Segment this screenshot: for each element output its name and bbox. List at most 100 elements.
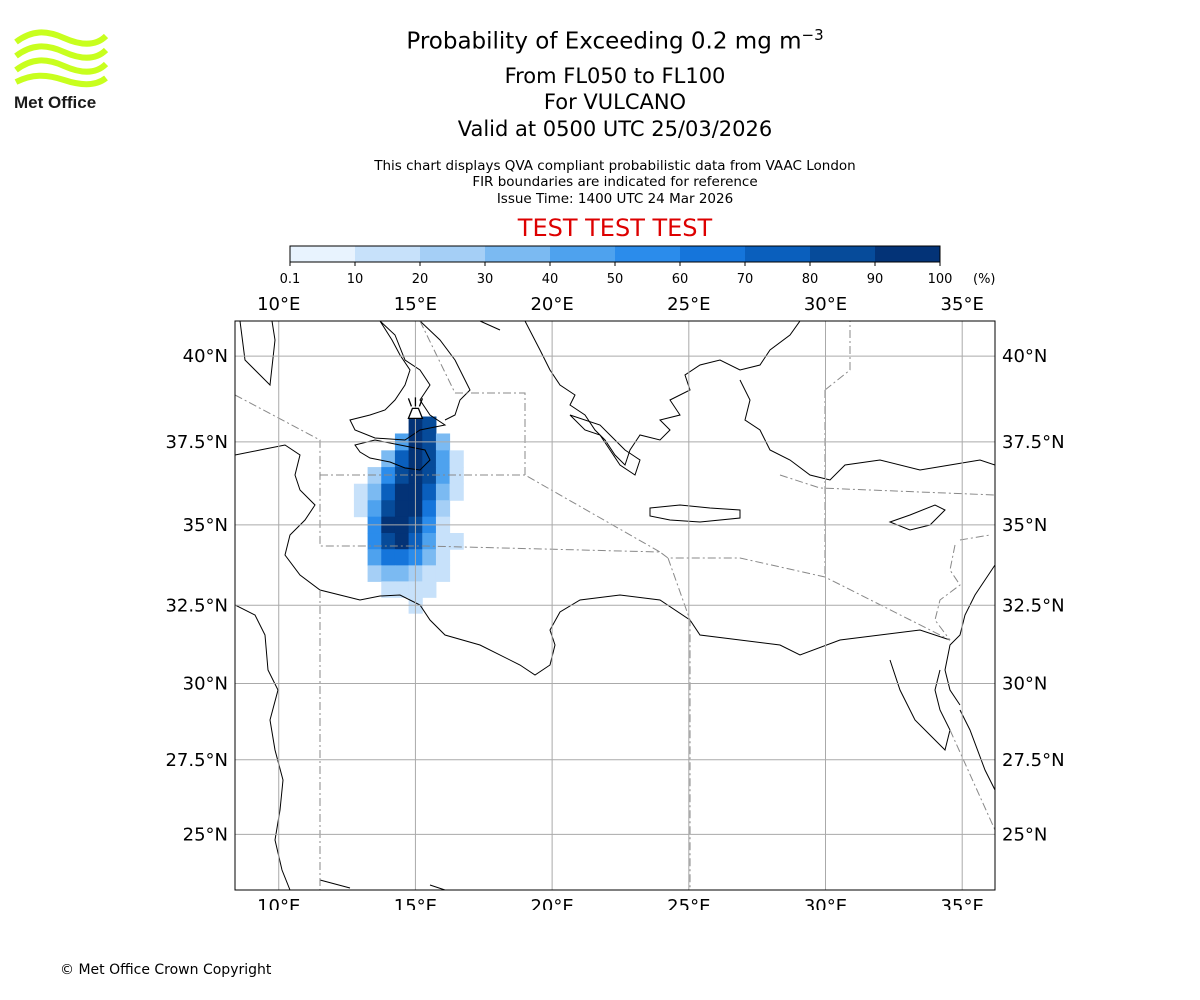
lat-label-left: 37.5°N	[165, 432, 228, 453]
plume-cell	[353, 500, 369, 518]
plume-cell	[435, 467, 451, 485]
note-line-1: This chart displays QVA compliant probab…	[374, 158, 856, 174]
colorbar-cell	[745, 246, 810, 262]
coast-tunisia	[235, 444, 951, 676]
lat-label-right: 32.5°N	[1002, 595, 1065, 616]
coast-italy	[239, 321, 501, 441]
colorbar: 0.1 10 20 30 40 50 60 70 80 90 100 (%)	[280, 245, 996, 287]
plume-cell	[422, 565, 437, 582]
colorbar-unit: (%)	[973, 272, 996, 287]
plume-cell	[394, 565, 410, 582]
fir-boundary-line	[949, 729, 995, 831]
lat-label-right: 30°N	[1002, 674, 1047, 695]
lon-label-top: 35°E	[941, 294, 984, 315]
lat-label-right: 25°N	[1002, 824, 1047, 845]
test-banner: TEST TEST TEST	[517, 214, 713, 242]
fir-boundary-line	[934, 534, 991, 641]
fir-boundary-line	[455, 392, 526, 475]
coast-south	[319, 879, 446, 890]
lat-label-left: 27.5°N	[165, 750, 228, 771]
fir-boundary-line	[419, 321, 456, 394]
plume-cell	[435, 483, 451, 501]
colorbar-cell	[485, 246, 550, 262]
plume-cell	[394, 467, 410, 485]
plume-cell	[422, 533, 437, 550]
note-line-3: Issue Time: 1400 UTC 24 Mar 2026	[496, 191, 734, 207]
colorbar-cell	[680, 246, 745, 262]
coast-sinai-red-sea	[889, 659, 995, 791]
plume-cell	[422, 581, 437, 598]
colorbar-cell	[420, 246, 485, 262]
lon-label-bottom: 35°E	[941, 896, 984, 910]
fir-boundary-line	[667, 557, 691, 890]
plume-cell	[367, 467, 382, 485]
lon-label-top: 25°E	[667, 294, 710, 315]
coast-crete	[649, 504, 741, 523]
colorbar-tick-label: 60	[672, 272, 689, 287]
lat-label-right: 37.5°N	[1002, 432, 1065, 453]
lon-label-top: 15°E	[394, 294, 437, 315]
plume-cell	[394, 500, 410, 518]
note-line-2: FIR boundaries are indicated for referen…	[472, 174, 758, 190]
lon-label-bottom: 10°E	[257, 896, 300, 910]
coast-egypt-west	[235, 604, 291, 890]
plume-cell	[435, 450, 451, 468]
plume-cell	[381, 483, 396, 501]
lon-label-top: 10°E	[257, 294, 300, 315]
plume-cell	[449, 483, 464, 501]
colorbar-tick-label: 100	[928, 272, 953, 287]
copyright-notice: © Met Office Crown Copyright	[60, 962, 272, 978]
volcano-name: For VULCANO	[543, 90, 687, 114]
lat-label-left: 40°N	[183, 346, 228, 367]
logo-text: Met Office	[14, 93, 96, 112]
colorbar-cell	[550, 246, 615, 262]
colorbar-tick-label: 0.1	[280, 272, 301, 287]
colorbar-tick-label: 90	[867, 272, 884, 287]
coast-sicily	[354, 439, 431, 471]
colorbar-tick-label: 10	[347, 272, 364, 287]
plume-cell	[449, 450, 464, 468]
plume-cell	[435, 549, 451, 566]
ash-probability-plume	[353, 416, 464, 614]
plume-cell	[394, 450, 410, 468]
colorbar-cell	[290, 246, 355, 262]
plume-cell	[394, 549, 410, 566]
plume-cell	[367, 533, 382, 550]
colorbar-tick-label: 20	[412, 272, 429, 287]
lat-label-left: 32.5°N	[165, 595, 228, 616]
title-text: Probability of Exceeding 0.2 mg m	[406, 28, 802, 55]
plume-cell	[422, 467, 437, 485]
coast-greece	[524, 321, 801, 466]
plume-cell	[381, 500, 396, 518]
lat-label-right: 40°N	[1002, 346, 1047, 367]
lon-label-top: 20°E	[530, 294, 573, 315]
coast-peloponnese	[569, 414, 641, 476]
plume-cell	[381, 549, 396, 566]
plume-cell	[435, 565, 451, 582]
lon-label-top: 30°E	[804, 294, 847, 315]
lon-label-bottom: 15°E	[394, 896, 437, 910]
lon-label-bottom: 20°E	[530, 896, 573, 910]
colorbar-cells	[289, 245, 941, 263]
graticule	[235, 321, 995, 890]
longitude-labels-top: 10°E 15°E 20°E 25°E 30°E 35°E	[257, 294, 984, 315]
lat-label-left: 25°N	[183, 824, 228, 845]
lon-label-bottom: 25°E	[667, 896, 710, 910]
plume-cell	[381, 581, 396, 598]
map-frame	[234, 320, 996, 891]
lat-label-right: 35°N	[1002, 515, 1047, 536]
valid-time: Valid at 0500 UTC 25/03/2026	[457, 117, 773, 141]
plume-cell	[381, 467, 396, 485]
fir-boundaries	[235, 321, 995, 890]
plume-cell	[367, 549, 382, 566]
colorbar-cell	[355, 246, 420, 262]
colorbar-tick-label: 30	[477, 272, 494, 287]
plume-cell	[435, 533, 451, 550]
plume-cell	[394, 581, 410, 598]
chart-title: Probability of Exceeding 0.2 mg m−3	[0, 26, 1200, 55]
plume-cell	[435, 500, 451, 518]
plume-cell	[367, 500, 382, 518]
met-office-waves-logo	[14, 29, 109, 88]
plume-cell	[367, 483, 382, 501]
lat-label-right: 27.5°N	[1002, 750, 1065, 771]
